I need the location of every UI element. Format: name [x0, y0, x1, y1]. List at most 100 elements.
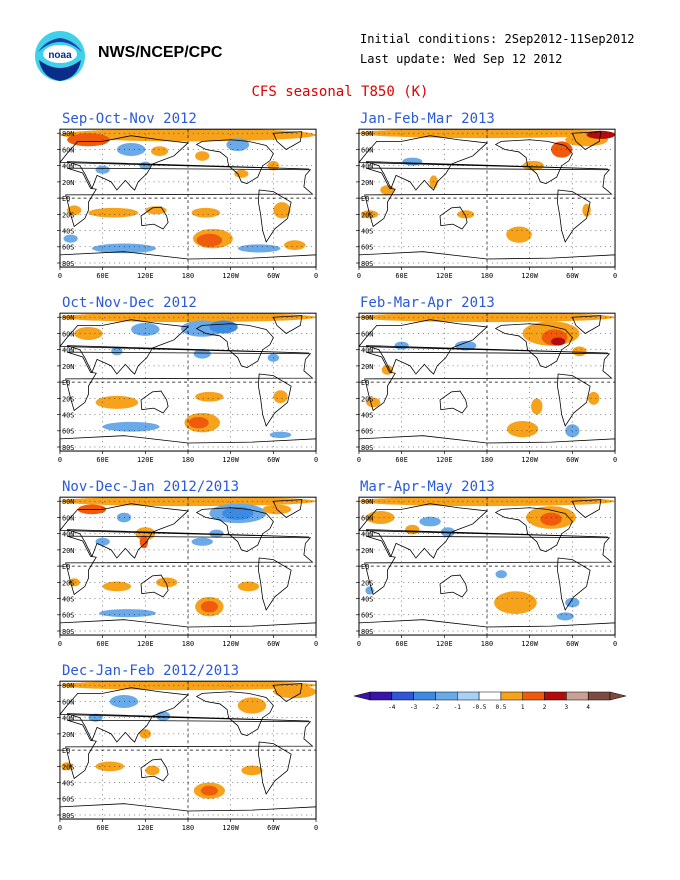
- noaa-logo: noaa: [35, 31, 85, 81]
- coastline: [439, 206, 468, 230]
- coastline: [195, 323, 274, 368]
- anomaly-patch: [193, 348, 211, 359]
- anomaly-patch: [273, 390, 288, 404]
- coastline: [59, 251, 317, 268]
- anomaly-patch: [269, 431, 292, 439]
- anomaly-patch: [586, 130, 616, 139]
- coastline: [258, 189, 292, 243]
- anomaly-patch: [222, 506, 254, 520]
- coastline: [358, 135, 608, 191]
- anomaly-patch: [359, 129, 615, 139]
- lat-label: 20S: [62, 395, 74, 403]
- chart-title: CFS seasonal T850 (K): [251, 84, 429, 100]
- coastline: [195, 139, 274, 184]
- coastline: [140, 390, 169, 414]
- panel-title-5: Nov-Dec-Jan 2012/2013: [62, 479, 240, 495]
- lon-label: 0: [613, 640, 617, 648]
- legend-label: -1: [454, 704, 462, 711]
- lat-label: 20N: [62, 731, 74, 739]
- coastline: [494, 507, 573, 552]
- coastline: [195, 691, 274, 736]
- lat-label: 40N: [62, 347, 74, 355]
- anomaly-patch: [359, 313, 615, 323]
- lon-label: 60W: [566, 456, 579, 464]
- coastline: [439, 574, 468, 598]
- legend-label: 1: [521, 704, 525, 711]
- legend-swatch: [369, 691, 393, 701]
- legend-label: 3: [565, 704, 569, 711]
- map-panel-7: 80N 60N 40N 20N EQ 20S 40S 60S 80S 0 60E 120E 180 120…: [57, 680, 318, 832]
- lat-label: 40S: [361, 596, 373, 604]
- coastline: [364, 535, 613, 596]
- lat-label: 60N: [361, 146, 373, 154]
- color-legend: -4 -3 -2 -1 -0.5 0.5 1 2 3 4: [353, 691, 627, 711]
- lon-label: 0: [314, 824, 318, 832]
- coastline: [258, 741, 292, 795]
- lat-label: EQ: [361, 563, 369, 571]
- lat-label: 20N: [361, 179, 373, 187]
- lat-label: 40N: [361, 531, 373, 539]
- lat-label: 80S: [361, 260, 373, 268]
- lon-label: 120E: [436, 272, 453, 280]
- lat-label: 60N: [62, 514, 74, 522]
- anomaly-patch: [359, 497, 615, 507]
- map-panel-2: 80N 60N 40N 20N EQ 20S 40S 60S 80S 0 60E 120E 180 120…: [356, 128, 617, 280]
- coastline: [59, 503, 309, 559]
- lon-label: 0: [357, 272, 361, 280]
- anomaly-patch: [454, 340, 477, 351]
- lat-label: 40S: [62, 596, 74, 604]
- anomaly-patch: [226, 138, 250, 152]
- anomaly-patch: [139, 535, 149, 549]
- lat-label: 20N: [62, 363, 74, 371]
- anomaly-patch: [237, 581, 260, 592]
- lat-label: 80S: [62, 812, 74, 820]
- lon-label: 60E: [96, 824, 108, 832]
- anomaly-patch: [111, 347, 123, 356]
- lon-label: 120W: [222, 456, 239, 464]
- lat-label: 80N: [62, 682, 74, 690]
- lat-label: 80N: [361, 314, 373, 322]
- lon-label: 120W: [222, 824, 239, 832]
- panel-title-4: Feb-Mar-Apr 2013: [360, 295, 495, 311]
- coastline: [140, 206, 169, 230]
- anomaly-patch: [145, 765, 160, 776]
- coastline: [195, 507, 274, 552]
- anomaly-patch: [565, 424, 580, 438]
- lat-label: 20N: [62, 547, 74, 555]
- anomaly-patch: [195, 151, 210, 161]
- lon-label: 120E: [137, 272, 154, 280]
- anomaly-patch: [209, 320, 238, 334]
- anomaly-patch: [200, 785, 218, 796]
- lon-label: 60E: [96, 456, 108, 464]
- anomaly-patch: [522, 160, 544, 171]
- anomaly-patch: [506, 421, 539, 438]
- lon-label: 120E: [137, 824, 154, 832]
- lat-label: 40S: [361, 228, 373, 236]
- lon-label: 60E: [395, 640, 407, 648]
- anomaly-patch: [551, 337, 566, 346]
- lon-label: 120W: [521, 640, 538, 648]
- legend-swatch: [413, 691, 436, 701]
- lon-label: 120W: [521, 456, 538, 464]
- lat-label: 20N: [62, 179, 74, 187]
- lon-label: 120E: [436, 640, 453, 648]
- lat-label: 20S: [62, 579, 74, 587]
- lon-label: 180: [481, 640, 493, 648]
- anomaly-patch: [196, 233, 223, 247]
- map-panel-5: 80N 60N 40N 20N EQ 20S 40S 60S 80S 0 60E 120E 180 120…: [57, 496, 318, 648]
- lat-label: 20N: [361, 363, 373, 371]
- lon-label: 0: [314, 456, 318, 464]
- org-name: NWS/NCEP/CPC: [98, 44, 223, 61]
- lon-label: 180: [182, 640, 194, 648]
- lon-label: 60W: [267, 640, 280, 648]
- anomaly-patch: [366, 397, 381, 408]
- anomaly-patch: [188, 416, 209, 429]
- coastline: [358, 319, 608, 375]
- anomaly-patch: [63, 234, 78, 243]
- lat-label: 60S: [62, 796, 74, 804]
- lat-label: EQ: [361, 379, 369, 387]
- coastline: [272, 315, 303, 334]
- legend-label: 0.5: [495, 704, 506, 711]
- coastline: [65, 719, 314, 780]
- anomaly-patch: [234, 169, 249, 178]
